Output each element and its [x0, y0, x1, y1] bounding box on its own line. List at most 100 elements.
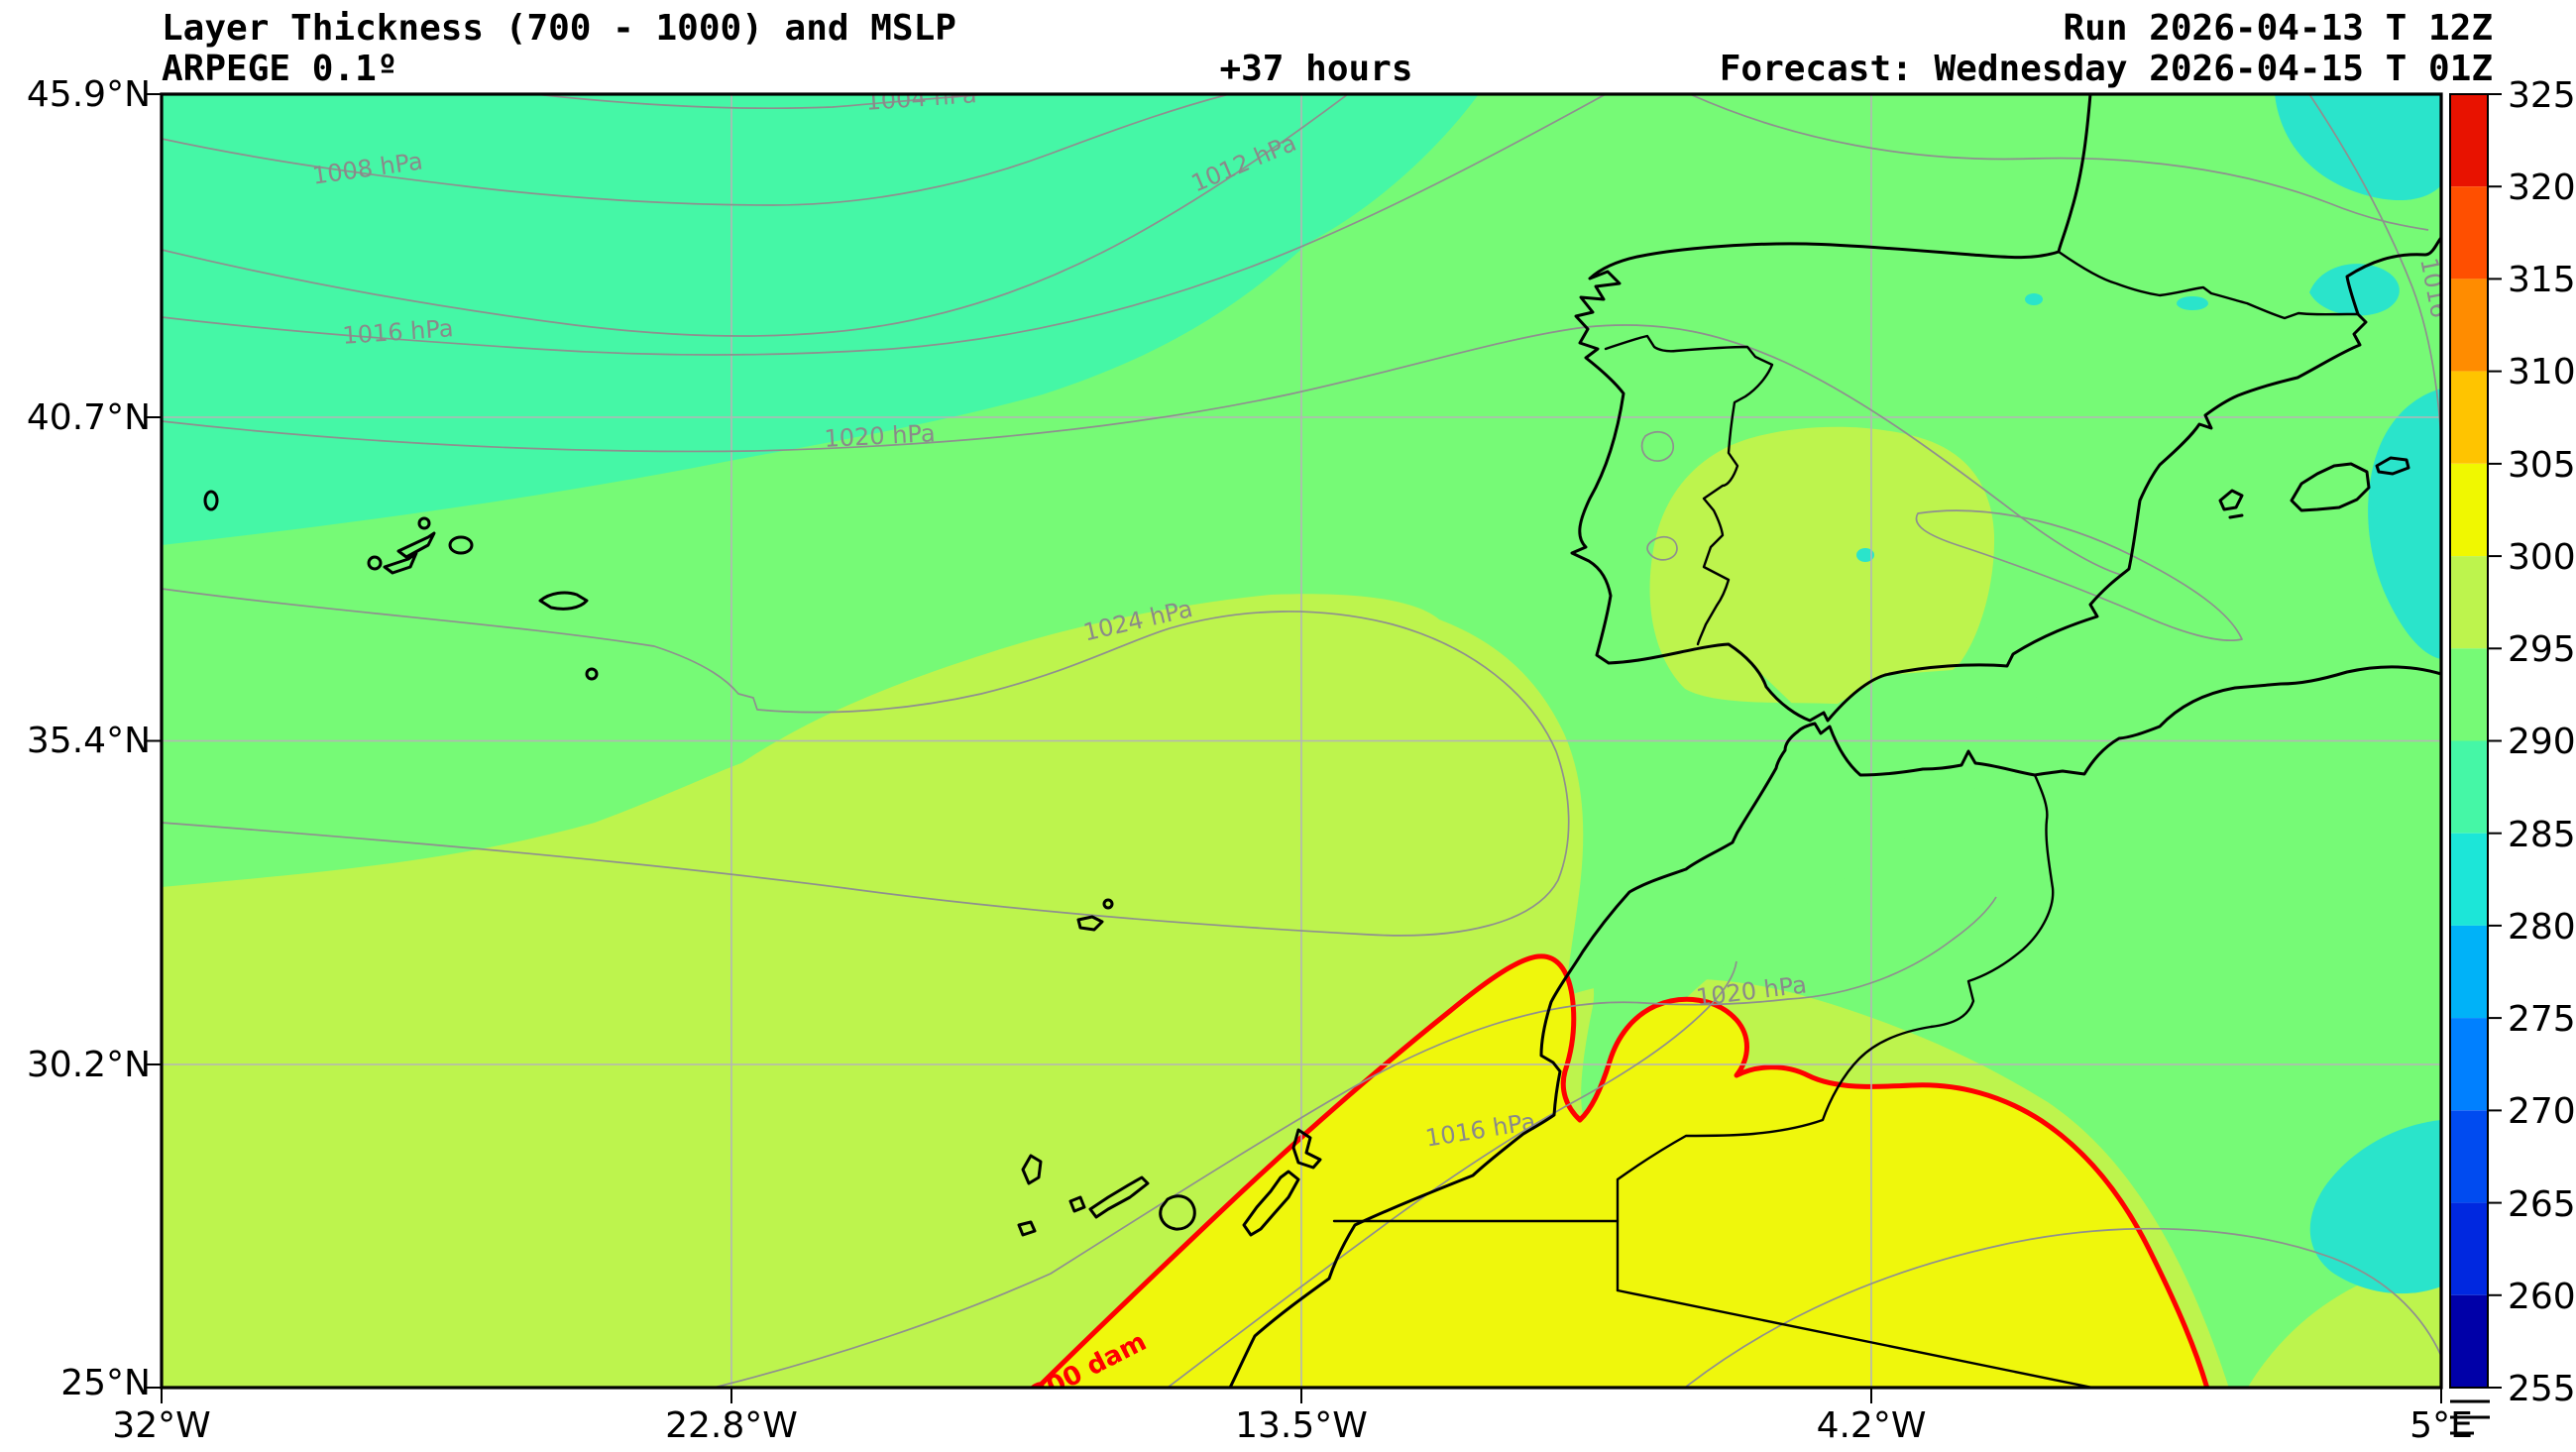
balearic-islands	[2218, 456, 2410, 519]
island-porto-santo	[1102, 898, 1114, 910]
forecast-label: Forecast: Wednesday 2026-04-15 T 01Z	[1720, 49, 2493, 89]
isobar-1020-south	[713, 896, 1997, 1388]
field-yellowgreen-spain	[1649, 426, 1995, 705]
island-lanzarote	[1291, 1128, 1322, 1170]
lon-label-32w: 32°W	[112, 1405, 210, 1446]
colorbar: 325 320 315 310 305 300 295 290 285 280 …	[2449, 75, 2576, 1435]
island-mallorca	[2290, 462, 2371, 512]
isobar-1012-south	[1684, 1227, 2441, 1388]
axis-ticks	[147, 93, 2442, 1403]
isobar-loop-portugal1	[1640, 431, 1674, 462]
colorbar-label-300: 300	[2508, 537, 2576, 578]
run-label: Run 2026-04-13 T 12Z	[2064, 8, 2493, 49]
colorbar-seg-255-260	[2450, 1294, 2488, 1388]
isobar-1016-south	[1167, 960, 1737, 1388]
colorbar-seg-300-305	[2450, 463, 2488, 557]
field-yellow-300-305-red-contour	[1034, 953, 2210, 1388]
colorbar-label-260: 260	[2508, 1277, 2576, 1317]
colorbar-seg-285-290	[2450, 740, 2488, 834]
lon-label-22-8w: 22.8°W	[665, 1405, 798, 1446]
lon-label-5e: 5°E	[2409, 1405, 2473, 1446]
isobar-1016-northeast	[2308, 94, 2441, 440]
lead-time-label: +37 hours	[1219, 49, 1412, 89]
field-turquoise-285-290	[162, 94, 1479, 545]
lat-label-25: 25°N	[60, 1363, 151, 1403]
colorbar-label-275: 275	[2508, 999, 2576, 1040]
island-pico	[383, 551, 418, 575]
colorbar-label-325: 325	[2508, 75, 2576, 116]
field-cyan-blob-small	[2309, 264, 2400, 316]
border-spain-france-pyrenees	[2057, 250, 2360, 320]
colorbar-seg-280-285	[2450, 833, 2488, 926]
coastline-north-africa	[1228, 665, 2441, 1388]
colorbar-label-265: 265	[2508, 1184, 2576, 1225]
isobar-1008	[162, 94, 1230, 206]
field-cyan-balearic-sea	[2368, 389, 2441, 659]
lat-label-40-7: 40.7°N	[27, 397, 151, 438]
map-area: 1004 hPa 1008 hPa 1012 hPa 1016 hPa 1020…	[162, 94, 2441, 1388]
field-cyan-fleck-pyrenees1	[2025, 293, 2043, 305]
lon-label-13-5w: 13.5°W	[1235, 1405, 1368, 1446]
lat-label-35-4: 35.4°N	[27, 721, 151, 761]
colorbar-label-285: 285	[2508, 815, 2576, 855]
canary-islands	[1017, 1128, 1322, 1237]
colorbar-label-295: 295	[2508, 629, 2576, 670]
isobar-northeast-extra	[1689, 94, 2429, 231]
island-graciosa	[417, 516, 431, 530]
island-tenerife	[1088, 1175, 1150, 1219]
island-flores	[203, 490, 219, 511]
field-cyan-fleck-pyrenees2	[2177, 296, 2208, 310]
isobar-1012	[162, 94, 1349, 337]
colorbar-seg-290-295	[2450, 648, 2488, 741]
island-sao-miguel	[538, 591, 589, 611]
island-la-palma	[1021, 1154, 1043, 1185]
island-la-gomera	[1068, 1195, 1086, 1213]
lat-label-30-2: 30.2°N	[27, 1045, 151, 1085]
madeira-islands	[1076, 898, 1114, 932]
island-menorca	[2375, 456, 2410, 476]
isobar-1004	[534, 94, 992, 110]
colorbar-seg-270-275	[2450, 1018, 2488, 1111]
isobar-1016-west	[162, 94, 1607, 356]
island-faial	[367, 555, 383, 571]
border-spain-portugal	[1604, 334, 1774, 646]
colorbar-seg-305-310	[2450, 371, 2488, 464]
isobar-loop-ebro	[1915, 509, 2243, 641]
colorbar-label-270: 270	[2508, 1091, 2576, 1132]
field-cyan-biscay	[2275, 94, 2441, 200]
field-cyan-fleck-spain	[1856, 548, 1874, 562]
colorbar-seg-310-315	[2450, 279, 2488, 372]
isobar-loop-portugal2	[1646, 536, 1678, 561]
border-algeria-mauritania-diagonal	[1616, 1288, 2098, 1388]
island-formentera	[2228, 513, 2244, 519]
island-fuerteventura	[1242, 1170, 1300, 1237]
colorbar-label-320: 320	[2508, 168, 2576, 208]
colorbar-label-280: 280	[2508, 907, 2576, 948]
island-santa-maria	[585, 667, 599, 681]
field-green-tongue	[1581, 642, 2037, 1124]
colorbar-seg-275-280	[2450, 925, 2488, 1019]
isobar-1024	[162, 588, 1570, 937]
island-ibiza	[2218, 489, 2244, 511]
island-sao-jorge	[396, 531, 436, 559]
colorbar-seg-320-325	[2450, 94, 2488, 187]
lat-label-45-9: 45.9°N	[27, 74, 151, 115]
colorbar-label-255: 255	[2508, 1369, 2576, 1409]
colorbar-underflow-marks	[2450, 1399, 2490, 1435]
colorbar-label-310: 310	[2508, 352, 2576, 392]
model-label: ARPEGE 0.1º	[162, 49, 397, 89]
colorbar-label-315: 315	[2508, 260, 2576, 300]
island-el-hierro	[1017, 1220, 1037, 1237]
coastline-iberia-france	[1570, 94, 2441, 723]
field-cyan-algeria	[2309, 1120, 2441, 1294]
colorbar-label-305: 305	[2508, 445, 2576, 486]
lon-label-4-2w: 4.2°W	[1817, 1405, 1927, 1446]
island-terceira	[448, 535, 474, 555]
island-gran-canaria	[1159, 1194, 1196, 1231]
colorbar-label-290: 290	[2508, 722, 2576, 762]
colorbar-seg-315-320	[2450, 186, 2488, 279]
colorbar-seg-265-270	[2450, 1110, 2488, 1203]
border-morocco-algeria	[1616, 773, 2055, 1292]
